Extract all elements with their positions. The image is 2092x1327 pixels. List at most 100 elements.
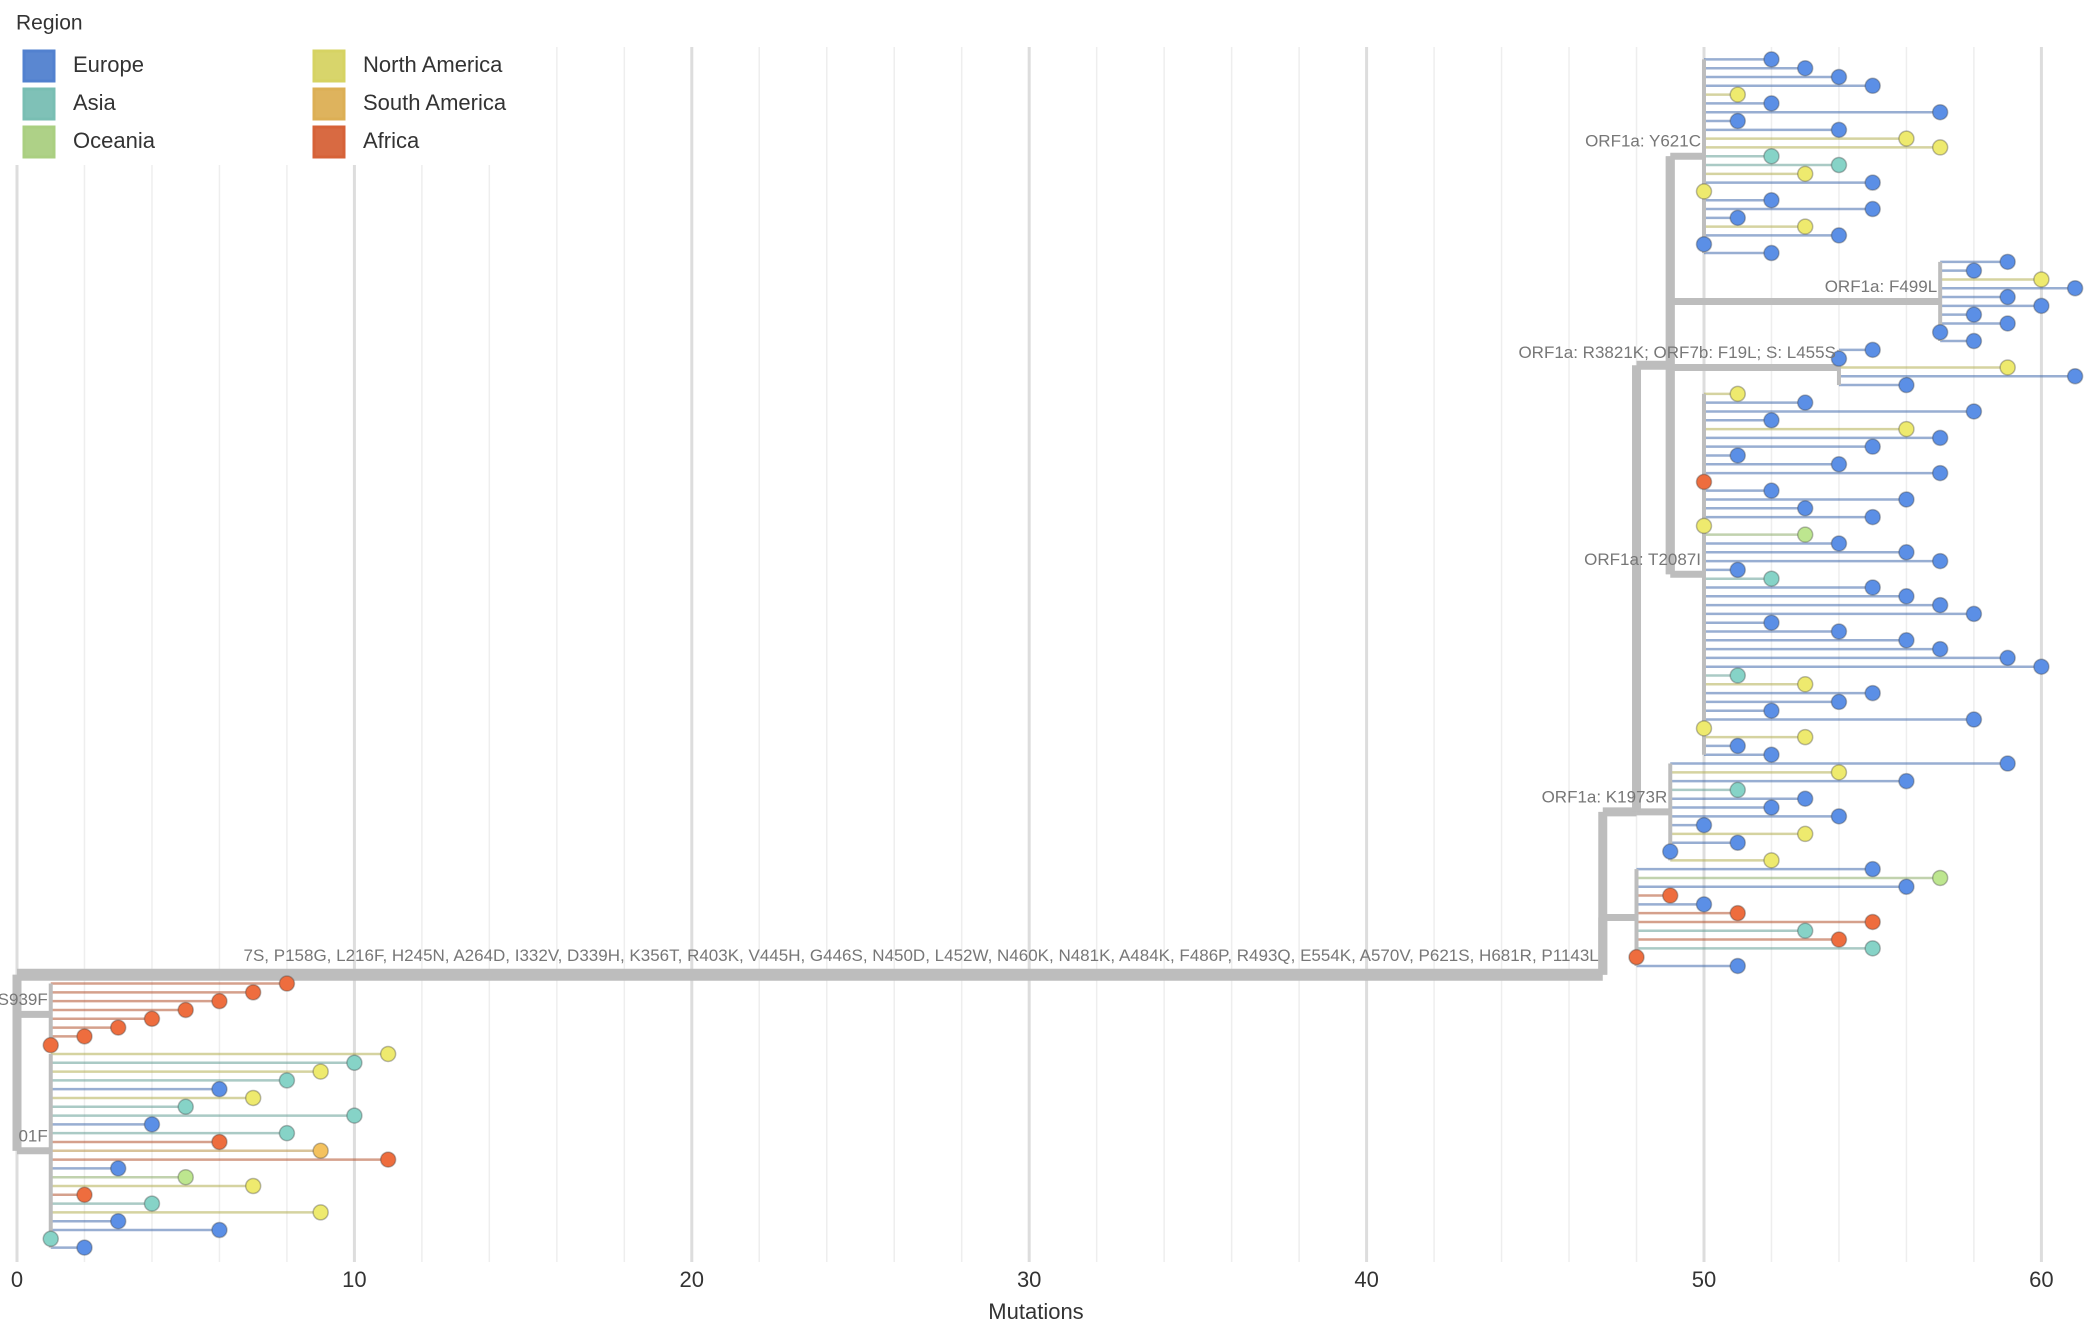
tip [143, 1116, 161, 1133]
tip [2066, 279, 2084, 297]
tip [1695, 896, 1713, 913]
grid: 0 10 20 30 40 50 60 [11, 47, 2054, 1292]
legend-title: Region [16, 12, 83, 35]
tip [1898, 130, 1915, 147]
tip [1729, 667, 1746, 684]
legend-label: Oceania [73, 128, 156, 153]
tip [1796, 526, 1814, 543]
branch-label: 7S, P158G, L216F, H245N, A264D, I332V, D… [244, 946, 1599, 965]
tip [1830, 931, 1848, 948]
branches [12, 58, 2076, 1249]
tip [1796, 165, 1814, 183]
tip [1763, 95, 1780, 112]
tip [278, 1072, 296, 1089]
legend-label: Europe [73, 52, 144, 77]
tip [1695, 235, 1713, 253]
tip [1763, 799, 1780, 816]
tip [1796, 790, 1814, 807]
legend-background [0, 0, 535, 165]
tip [1898, 420, 1915, 438]
tip [1763, 191, 1780, 209]
tip [1763, 570, 1780, 587]
tip [346, 1107, 363, 1124]
x-tick-label: 0 [11, 1267, 23, 1292]
tip [1864, 684, 1881, 702]
tip [1965, 403, 1983, 420]
tip [1864, 940, 1881, 957]
legend-swatch [312, 49, 346, 83]
tip [278, 975, 296, 992]
tip [1763, 51, 1780, 68]
tip [1965, 306, 1983, 323]
tip [1830, 156, 1848, 174]
tip [1898, 632, 1915, 649]
tips [42, 51, 2084, 1256]
tip [177, 1098, 194, 1116]
tip [1729, 957, 1746, 975]
tip [1763, 614, 1780, 631]
tip [177, 1168, 194, 1186]
legend-label: Africa [363, 128, 420, 153]
tip [1931, 323, 1949, 341]
tip [1763, 412, 1780, 429]
legend-swatch [22, 49, 56, 83]
tip [1898, 772, 1915, 790]
tip [1898, 491, 1915, 508]
tip [1695, 183, 1713, 200]
tip [1830, 350, 1848, 367]
tip [1999, 288, 2016, 306]
tip [1763, 147, 1780, 165]
tip [1864, 860, 1881, 878]
tip [1729, 209, 1746, 227]
tip [1864, 174, 1881, 191]
tip [42, 1036, 59, 1054]
tip [1729, 904, 1746, 922]
legend-label: South America [363, 90, 507, 115]
tip [1763, 244, 1780, 262]
tip [1763, 702, 1780, 719]
x-tick-label: 30 [1017, 1267, 1041, 1292]
tip [1898, 588, 1915, 605]
tip [1695, 816, 1713, 834]
x-tick-label: 20 [680, 1267, 704, 1292]
tip [1796, 728, 1814, 746]
tip [1662, 843, 1679, 860]
tip [1830, 764, 1848, 781]
tip [1830, 808, 1848, 825]
tip [2033, 271, 2050, 288]
tip [244, 1089, 262, 1107]
tip [1864, 913, 1881, 931]
tip [1931, 596, 1949, 614]
tip [1796, 500, 1814, 517]
tip [1830, 121, 1848, 139]
tip [1864, 438, 1881, 455]
tip [2066, 368, 2084, 385]
tip [1830, 456, 1848, 473]
branch-label: ORF1a: K1973R [1542, 787, 1668, 806]
tip [1796, 394, 1814, 411]
tip [1729, 112, 1746, 130]
tip [1729, 385, 1746, 403]
tip [244, 1177, 262, 1195]
tip [1965, 605, 1983, 623]
tip [76, 1028, 93, 1045]
tip [1931, 464, 1949, 482]
legend-swatch [312, 125, 346, 159]
x-tick-label: 40 [1354, 1267, 1378, 1292]
tip [1695, 720, 1713, 737]
tip [1965, 332, 1983, 350]
tip [109, 1212, 127, 1230]
branch-label: ORF1a: T2087I [1584, 550, 1701, 569]
tip [312, 1142, 329, 1160]
tip [1830, 693, 1848, 711]
tip [1898, 376, 1915, 394]
tip [1796, 825, 1814, 843]
tip [1763, 482, 1780, 499]
tip [1864, 200, 1881, 218]
tip [1796, 676, 1814, 693]
tip [143, 1010, 161, 1028]
tip [1695, 473, 1713, 491]
tip [1729, 561, 1746, 579]
tip [1965, 262, 1983, 279]
